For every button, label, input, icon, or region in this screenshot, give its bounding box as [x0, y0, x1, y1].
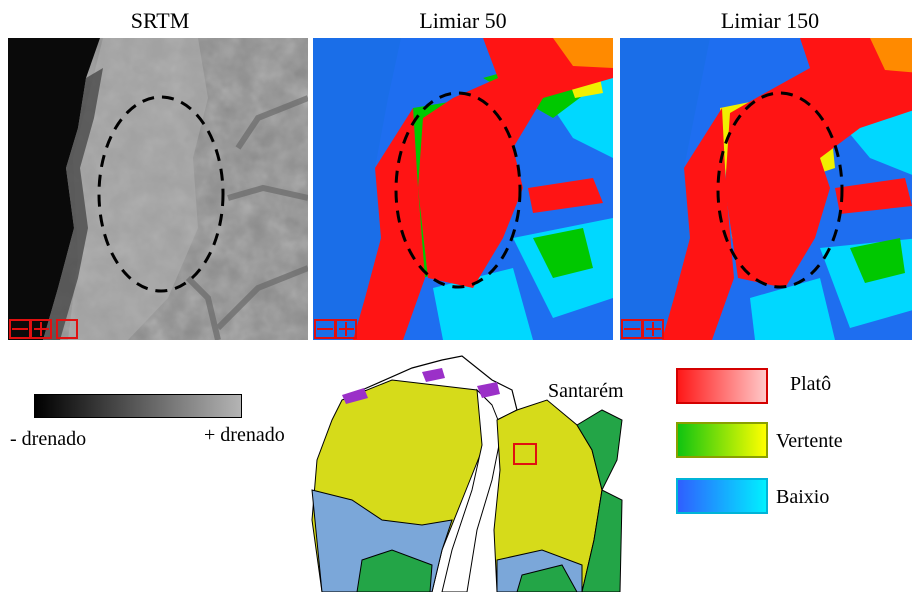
plato-swatch	[676, 368, 768, 404]
study-area-box	[513, 443, 537, 465]
limiar-50-panel	[313, 38, 613, 340]
limiar-50-raster	[313, 38, 613, 340]
santarem-label: Santarém	[548, 380, 624, 402]
srtm-panel	[8, 38, 308, 340]
tile-index-icon	[9, 319, 78, 339]
tile-index-icon	[621, 319, 664, 339]
panel-title-srtm: SRTM	[130, 8, 190, 33]
gradient-high-label: + drenado	[204, 424, 285, 446]
gradient-low-label: - drenado	[10, 428, 87, 450]
panel-title-limiar-150: Limiar 150	[720, 8, 820, 33]
plato-label: Platô	[790, 373, 832, 395]
tile-index-icon	[314, 319, 357, 339]
vertente-swatch	[676, 422, 768, 458]
limiar-150-raster	[620, 38, 912, 340]
drainage-gradient-bar	[34, 394, 242, 418]
vertente-label: Vertente	[776, 430, 843, 452]
limiar-150-panel	[620, 38, 912, 340]
baixio-swatch	[676, 478, 768, 514]
panel-title-limiar-50: Limiar 50	[419, 8, 507, 33]
srtm-raster	[8, 38, 308, 340]
baixio-label: Baixio	[776, 486, 830, 508]
